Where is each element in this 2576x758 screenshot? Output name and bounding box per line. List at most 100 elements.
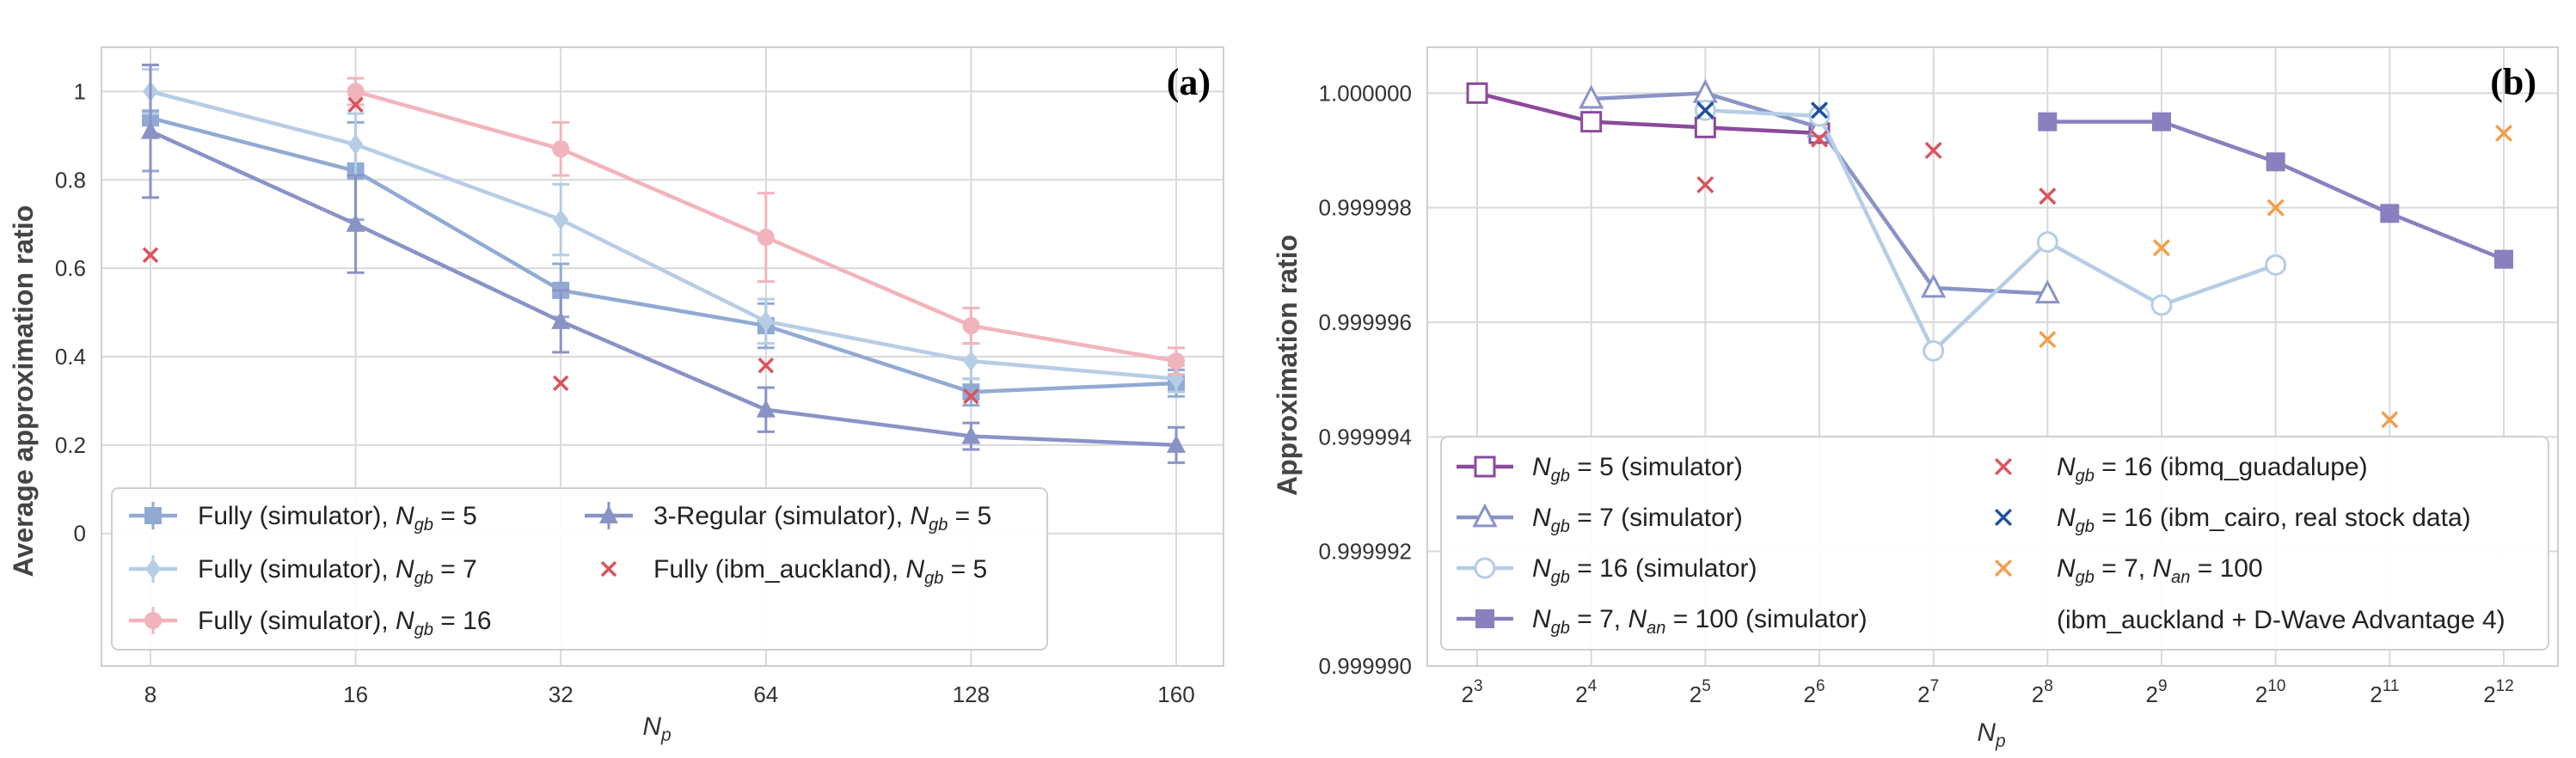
panel-a-point: [141, 120, 160, 139]
panel-a: 8 16 32 64 128 160 0 0.2 0.4 0.6 0.8 1 (a) Average ap…: [8, 46, 1224, 745]
panel-b-legend-label: Ngb = 7, Nan = 100: [2057, 554, 2263, 587]
panel-a-frame: [101, 46, 1224, 667]
panel-b-x-axis-label: Np: [1977, 718, 2005, 751]
panel-b-y-tick-label: 0.999992: [1319, 539, 1412, 565]
panel-b-series-3: [2038, 112, 2513, 269]
panel-b-y-tick-label: 0.999998: [1319, 195, 1412, 221]
panel-a-legend-entry: Fully (simulator), Ngb = 5: [129, 502, 477, 535]
panel-a-x-tick-label: 64: [753, 682, 778, 707]
panel-b-legend-marker: [1472, 503, 1498, 528]
panel-b-y-tick-label: 0.999996: [1319, 309, 1412, 335]
panel-b-point: [2266, 199, 2285, 217]
panel-b-series-5: [1696, 101, 1829, 119]
panel-a-point: [962, 317, 980, 334]
panel-b-point: [1466, 82, 1488, 104]
panel-b-x-tick-label: 26: [1803, 677, 1825, 707]
panel-b-legend-entry: Ngb = 16 (ibmq_guadalupe): [1994, 453, 2368, 486]
panel-a-legend: Fully (simulator), Ngb = 5 Fully (simulat…: [111, 487, 1048, 651]
panel-b-legend-label: Ngb = 16 (ibm_cairo, real stock data): [2057, 504, 2471, 536]
panel-b-y-tick-label: 0.999994: [1319, 424, 1412, 449]
panel-a-series-line: [150, 129, 1177, 448]
panel-b: 23 24 25 26 27 28 29 210 211 212 0.999990 0.999992 0…: [1272, 46, 2559, 751]
panel-a-legend-marker: [144, 507, 162, 524]
panel-a-legend-marker: [600, 560, 617, 578]
panel-a-series-3: [141, 64, 1186, 464]
panel-a-legend-marker: [599, 505, 618, 523]
panel-b-series-6: [2039, 124, 2513, 429]
panel-b-series-4: [1696, 130, 2057, 205]
panel-b-point: [1808, 105, 1831, 127]
panel-a-legend-label: Fully (simulator), Ngb = 7: [198, 555, 477, 588]
panel-b-point: [1924, 141, 1942, 160]
panel-b-label: (b): [2490, 61, 2536, 103]
panel-b-point: [2494, 124, 2513, 143]
panel-b-y-tick-label: 0.999990: [1319, 653, 1412, 679]
panel-a-point: [963, 351, 979, 372]
panel-b-legend-marker: [1994, 559, 2013, 578]
panel-b-series-1: [1579, 78, 2060, 304]
panel-b-x-tick-label: 212: [2483, 677, 2514, 707]
panel-a-y-tick-label: 1: [74, 78, 86, 104]
panel-b-point: [2152, 239, 2171, 257]
panel-a-legend-label: 3-Regular (simulator), Ngb = 5: [653, 502, 991, 535]
panel-b-legend-label: Ngb = 7 (simulator): [1532, 504, 1743, 536]
panel-b-series-line: [1705, 108, 2277, 355]
panel-b-legend-label-line2: (ibm_auckland + D-Wave Advantage 4): [2057, 606, 2505, 634]
panel-a-legend-entry: Fully (ibm_auckland), Ngb = 5: [600, 555, 987, 588]
panel-a-point: [962, 383, 980, 401]
panel-a-legend-label: Fully (simulator), Ngb = 16: [198, 607, 492, 639]
panel-a-point: [551, 310, 571, 329]
panel-a-point: [347, 83, 365, 101]
panel-a-series-line: [150, 116, 1177, 394]
panel-b-x-tick-label: 23: [1461, 677, 1482, 707]
panel-b-series-2: [1694, 99, 2287, 362]
panel-b-point: [1696, 101, 1714, 119]
panel-b-legend-marker: [1994, 457, 2013, 476]
panel-a-series-2: [347, 76, 1185, 376]
panel-b-legend-entry: Ngb = 7, Nan = 100 (simulator): [1457, 605, 1868, 638]
panel-b-legend-label: Ngb = 7, Nan = 100 (simulator): [1532, 605, 1868, 638]
panel-a-x-tick-label: 160: [1157, 682, 1194, 707]
panel-b-x-tick-label: 29: [2145, 677, 2167, 707]
panel-a-y-axis-label: Average approximation ratio: [8, 205, 39, 578]
panel-b-y-tick-label: 1.000000: [1319, 80, 1412, 106]
panel-b-point: [2150, 294, 2173, 316]
panel-a-point: [346, 213, 365, 232]
panel-b-x-tick-label: 24: [1575, 677, 1597, 707]
panel-a-legend-marker: [145, 559, 161, 579]
panel-b-x-tick-label: 210: [2255, 677, 2286, 707]
panel-a-legend-entry: Fully (simulator), Ngb = 7: [129, 555, 477, 588]
panel-a-legend-label: Fully (ibm_auckland), Ngb = 5: [653, 555, 987, 588]
panel-b-point: [2036, 231, 2058, 254]
panel-b-x-tick-label: 27: [1917, 677, 1939, 707]
panel-a-x-tick-label: 128: [953, 682, 990, 707]
panel-b-x-tick-label: 25: [1690, 677, 1711, 707]
panel-a-legend-entry: Fully (simulator), Ngb = 16: [129, 607, 492, 639]
panel-a-point: [961, 425, 981, 444]
panel-b-point: [2381, 411, 2399, 429]
panel-a-label: (a): [1167, 61, 1211, 103]
panel-b-series-0: [1466, 82, 1831, 144]
panel-a-x-tick-label: 16: [343, 682, 368, 707]
panel-b-legend-label: Ngb = 16 (ibmq_guadalupe): [2057, 453, 2368, 486]
panel-b-point: [1810, 130, 1829, 148]
panel-b-legend-entry: Ngb = 7 (simulator): [1457, 503, 1743, 536]
panel-b-legend-entry: Ngb = 7, Nan = 100 (ibm_auckland + D-Wave…: [1994, 554, 2505, 634]
panel-b-legend-label: Ngb = 5 (simulator): [1532, 453, 1743, 486]
panel-b-point: [1810, 101, 1829, 119]
panel-b-point: [2152, 112, 2171, 131]
panel-b-point: [2039, 330, 2057, 349]
panel-a-series-line: [150, 89, 1177, 381]
panel-a-legend-box: [111, 487, 1048, 651]
panel-a-y-tick-label: 0: [74, 521, 86, 547]
panel-a-point: [552, 140, 570, 158]
panel-a-point: [347, 96, 364, 113]
panel-b-point: [1921, 273, 1947, 298]
panel-b-point: [2494, 249, 2513, 269]
panel-b-legend-marker: [1994, 508, 2013, 527]
panel-a-point: [347, 134, 364, 156]
panel-b-legend-marker: [1475, 609, 1494, 628]
panel-b-point: [1580, 111, 1603, 133]
panel-b-legend-label: Ngb = 16 (simulator): [1532, 554, 1757, 587]
